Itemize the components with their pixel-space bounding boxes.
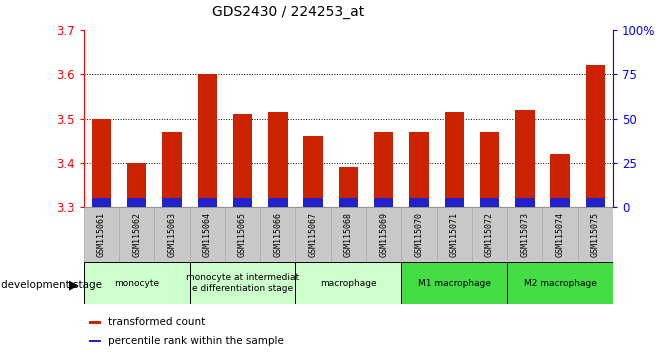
Bar bbox=[437, 207, 472, 262]
Bar bbox=[84, 262, 190, 304]
Text: GSM115074: GSM115074 bbox=[555, 212, 565, 257]
Bar bbox=[366, 207, 401, 262]
Bar bbox=[127, 198, 146, 207]
Text: GSM115070: GSM115070 bbox=[415, 212, 423, 257]
Bar bbox=[154, 207, 190, 262]
Bar bbox=[295, 262, 401, 304]
Bar bbox=[445, 112, 464, 207]
Text: development stage: development stage bbox=[1, 280, 103, 290]
Bar bbox=[198, 74, 217, 207]
Bar bbox=[507, 262, 613, 304]
Bar bbox=[339, 198, 358, 207]
Text: GSM115073: GSM115073 bbox=[521, 212, 529, 257]
Bar bbox=[445, 198, 464, 207]
Text: ▶: ▶ bbox=[70, 279, 79, 291]
Bar bbox=[586, 198, 605, 207]
Bar bbox=[331, 207, 366, 262]
Text: percentile rank within the sample: percentile rank within the sample bbox=[108, 336, 283, 346]
Bar bbox=[84, 207, 119, 262]
Bar bbox=[260, 207, 295, 262]
Bar bbox=[401, 262, 507, 304]
Bar bbox=[472, 207, 507, 262]
Bar bbox=[374, 198, 393, 207]
Text: GSM115062: GSM115062 bbox=[132, 212, 141, 257]
Text: GSM115065: GSM115065 bbox=[238, 212, 247, 257]
Bar bbox=[480, 132, 499, 207]
Bar bbox=[190, 262, 295, 304]
Bar bbox=[198, 198, 217, 207]
Text: GSM115064: GSM115064 bbox=[203, 212, 212, 257]
Bar bbox=[551, 198, 570, 207]
Text: M2 macrophage: M2 macrophage bbox=[524, 279, 596, 288]
Bar bbox=[339, 167, 358, 207]
Bar bbox=[119, 207, 154, 262]
Bar bbox=[551, 154, 570, 207]
Bar bbox=[89, 321, 100, 324]
Bar bbox=[225, 207, 260, 262]
Text: GSM115061: GSM115061 bbox=[97, 212, 106, 257]
Bar bbox=[409, 132, 429, 207]
Bar bbox=[586, 65, 605, 207]
Bar bbox=[480, 198, 499, 207]
Text: GSM115066: GSM115066 bbox=[273, 212, 282, 257]
Bar bbox=[543, 207, 578, 262]
Text: M1 macrophage: M1 macrophage bbox=[418, 279, 490, 288]
Bar bbox=[233, 198, 252, 207]
Bar bbox=[268, 198, 287, 207]
Text: GSM115072: GSM115072 bbox=[485, 212, 494, 257]
Bar bbox=[507, 207, 543, 262]
Bar bbox=[515, 198, 535, 207]
Bar bbox=[578, 207, 613, 262]
Bar bbox=[92, 119, 111, 207]
Bar bbox=[295, 207, 331, 262]
Bar bbox=[162, 198, 182, 207]
Bar bbox=[304, 136, 323, 207]
Text: transformed count: transformed count bbox=[108, 318, 205, 327]
Text: GSM115067: GSM115067 bbox=[309, 212, 318, 257]
Text: GSM115069: GSM115069 bbox=[379, 212, 388, 257]
Bar bbox=[374, 132, 393, 207]
Bar bbox=[162, 132, 182, 207]
Bar bbox=[92, 198, 111, 207]
Text: monocyte at intermediat
e differentiation stage: monocyte at intermediat e differentiatio… bbox=[186, 274, 299, 293]
Text: monocyte: monocyte bbox=[114, 279, 159, 288]
Bar bbox=[304, 198, 323, 207]
Text: GSM115063: GSM115063 bbox=[168, 212, 176, 257]
Text: GSM115075: GSM115075 bbox=[591, 212, 600, 257]
Bar bbox=[401, 207, 437, 262]
Bar bbox=[127, 163, 146, 207]
Bar bbox=[515, 110, 535, 207]
Bar bbox=[89, 339, 100, 342]
Bar bbox=[409, 198, 429, 207]
Text: GSM115071: GSM115071 bbox=[450, 212, 459, 257]
Text: macrophage: macrophage bbox=[320, 279, 377, 288]
Text: GSM115068: GSM115068 bbox=[344, 212, 353, 257]
Bar bbox=[233, 114, 252, 207]
Text: GDS2430 / 224253_at: GDS2430 / 224253_at bbox=[212, 5, 364, 19]
Bar bbox=[268, 112, 287, 207]
Bar bbox=[190, 207, 225, 262]
